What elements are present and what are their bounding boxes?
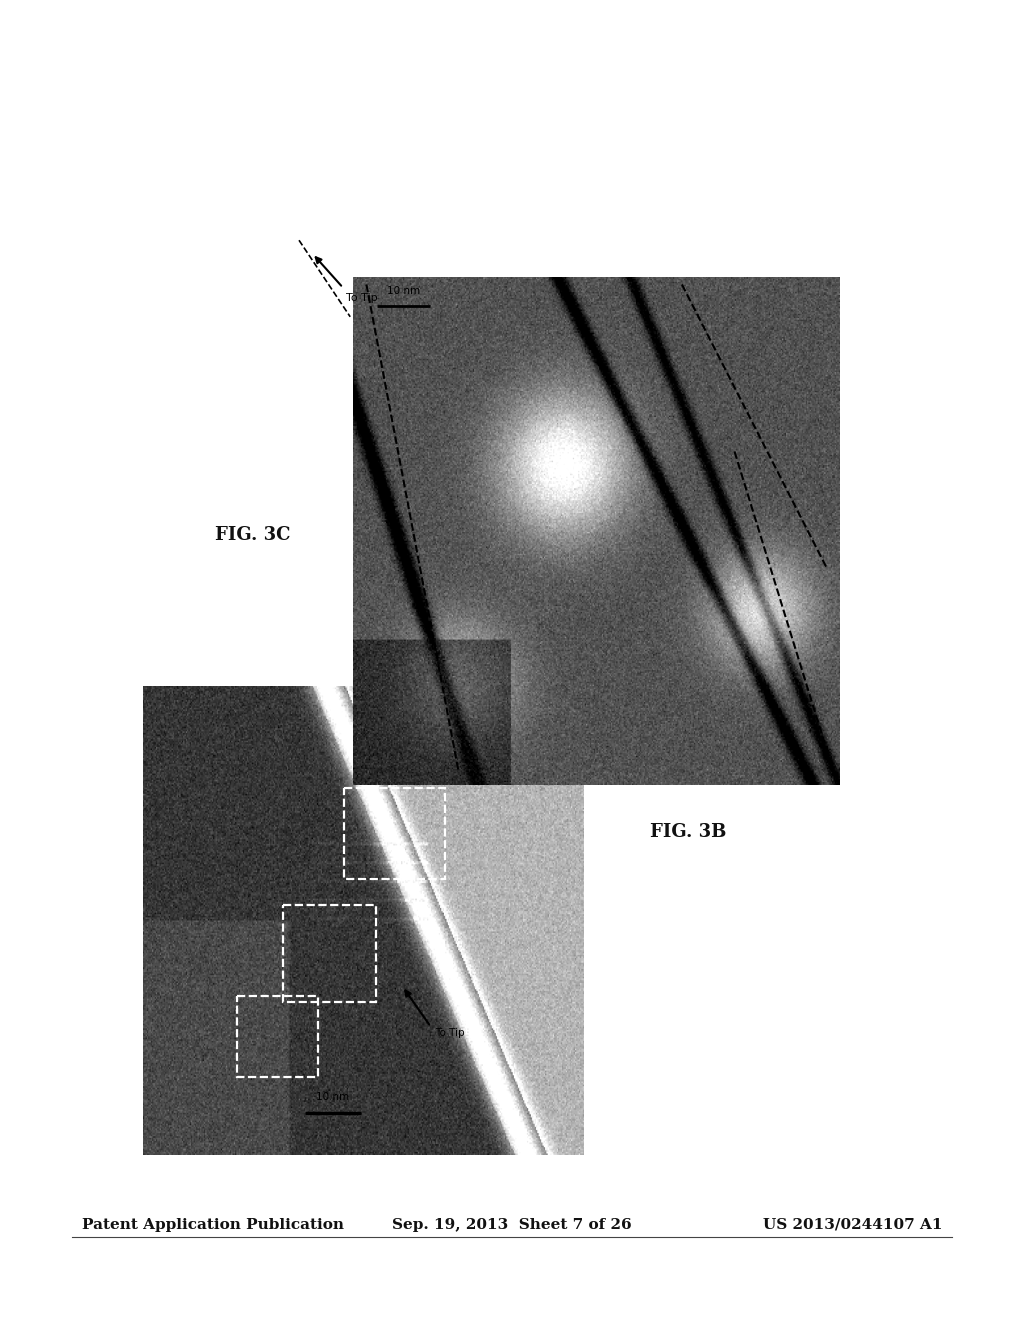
- Text: US 2013/0244107 A1: US 2013/0244107 A1: [763, 1218, 942, 1232]
- Text: Sep. 19, 2013  Sheet 7 of 26: Sep. 19, 2013 Sheet 7 of 26: [392, 1218, 632, 1232]
- Text: To Tip: To Tip: [435, 1028, 464, 1038]
- Text: To Tip: To Tip: [346, 293, 378, 304]
- Text: FIG. 3B: FIG. 3B: [650, 822, 727, 841]
- Text: 10 nm: 10 nm: [387, 286, 420, 296]
- Bar: [237, 995, 318, 1077]
- Bar: [284, 906, 377, 1002]
- Text: Patent Application Publication: Patent Application Publication: [82, 1218, 344, 1232]
- Text: 10 nm: 10 nm: [315, 1092, 349, 1102]
- Text: FIG. 3C: FIG. 3C: [215, 525, 291, 544]
- Bar: [344, 788, 445, 879]
